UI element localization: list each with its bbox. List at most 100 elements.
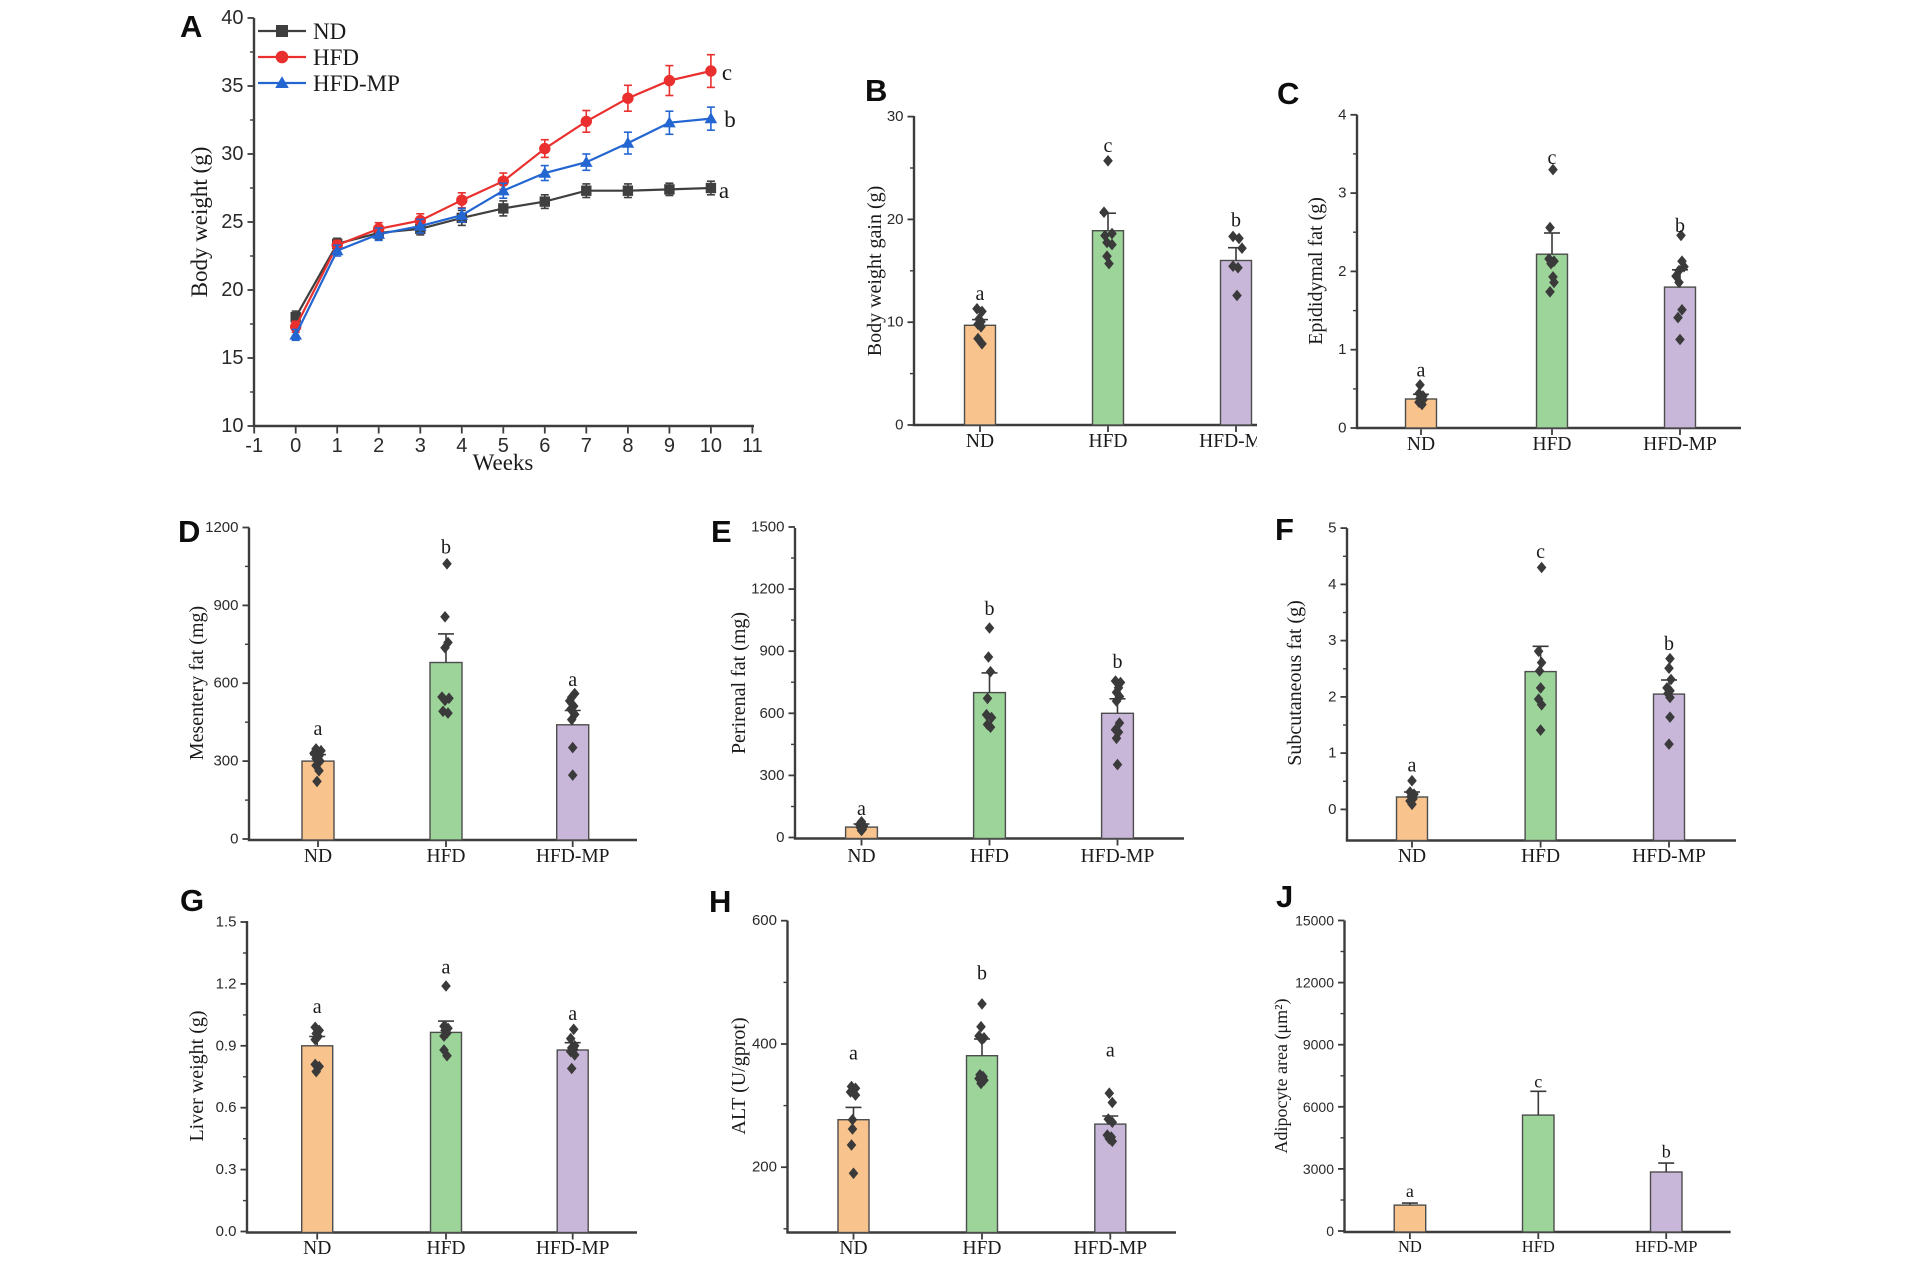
svg-text:a: a	[1106, 1039, 1115, 1061]
svg-text:a: a	[1406, 1181, 1414, 1201]
svg-text:a: a	[313, 996, 322, 1018]
svg-text:600: 600	[759, 705, 784, 722]
svg-text:b: b	[724, 107, 736, 132]
svg-text:a: a	[1408, 755, 1417, 777]
svg-text:HFD-MP: HFD-MP	[1081, 846, 1155, 867]
svg-text:ND: ND	[839, 1238, 867, 1259]
svg-text:300: 300	[759, 767, 784, 784]
svg-text:ND: ND	[1398, 846, 1426, 867]
svg-text:3000: 3000	[1303, 1161, 1334, 1177]
svg-text:40: 40	[221, 7, 243, 29]
svg-text:Body weight gain (g): Body weight gain (g)	[864, 186, 886, 357]
svg-text:0: 0	[230, 831, 238, 848]
svg-text:c: c	[722, 60, 732, 85]
svg-text:7: 7	[581, 435, 592, 457]
svg-text:E: E	[711, 514, 732, 549]
svg-text:1500: 1500	[751, 519, 784, 536]
svg-text:20: 20	[221, 279, 243, 301]
svg-text:HFD-MP: HFD-MP	[1073, 1238, 1147, 1259]
svg-text:10: 10	[221, 415, 243, 437]
svg-text:ALT (U/gprot): ALT (U/gprot)	[728, 1017, 750, 1134]
svg-text:b: b	[441, 536, 451, 558]
svg-text:HFD-MP: HFD-MP	[313, 71, 400, 96]
svg-text:0: 0	[1328, 801, 1336, 818]
svg-text:8: 8	[622, 435, 633, 457]
svg-text:Body weight (g): Body weight (g)	[187, 147, 212, 298]
svg-text:1200: 1200	[751, 581, 784, 598]
svg-text:ND: ND	[313, 19, 346, 44]
svg-text:Subcutaneous fat (g): Subcutaneous fat (g)	[1284, 600, 1306, 766]
svg-text:3: 3	[1338, 185, 1346, 202]
svg-text:0.0: 0.0	[216, 1223, 237, 1240]
svg-text:b: b	[977, 962, 987, 984]
svg-text:9: 9	[664, 435, 675, 457]
svg-text:a: a	[719, 178, 729, 203]
svg-text:a: a	[976, 283, 985, 305]
svg-text:9000: 9000	[1303, 1037, 1334, 1053]
svg-text:0: 0	[290, 435, 301, 457]
svg-text:4: 4	[1328, 576, 1336, 593]
svg-text:1: 1	[1328, 745, 1336, 762]
svg-text:Weeks: Weeks	[473, 450, 534, 475]
svg-text:35: 35	[221, 75, 243, 97]
svg-text:200: 200	[752, 1159, 777, 1176]
svg-text:D: D	[178, 514, 200, 549]
svg-text:Adipocyte area (μm²): Adipocyte area (μm²)	[1271, 999, 1292, 1154]
svg-text:1.5: 1.5	[216, 914, 237, 931]
svg-text:3: 3	[1328, 632, 1336, 649]
svg-text:a: a	[568, 669, 577, 691]
svg-text:ND: ND	[303, 1238, 331, 1259]
svg-text:15: 15	[221, 347, 243, 369]
svg-text:a: a	[442, 957, 451, 979]
svg-text:Mesentery fat (mg): Mesentery fat (mg)	[186, 606, 208, 760]
svg-text:HFD: HFD	[1088, 431, 1127, 452]
svg-text:HFD: HFD	[1521, 846, 1560, 867]
svg-text:5: 5	[498, 435, 509, 457]
svg-text:A: A	[180, 9, 202, 44]
svg-text:J: J	[1276, 879, 1293, 914]
svg-text:Perirenal fat (mg): Perirenal fat (mg)	[728, 612, 750, 754]
svg-text:B: B	[865, 73, 887, 108]
svg-text:HFD: HFD	[426, 1238, 465, 1259]
svg-text:Epididymal fat (g): Epididymal fat (g)	[1305, 197, 1327, 345]
svg-text:HFD-MP: HFD-MP	[1635, 1237, 1697, 1256]
svg-text:4: 4	[1338, 106, 1346, 123]
svg-text:F: F	[1275, 512, 1294, 547]
svg-text:a: a	[857, 798, 866, 820]
svg-text:30: 30	[887, 108, 904, 125]
svg-text:900: 900	[759, 643, 784, 660]
svg-text:HFD: HFD	[1522, 1237, 1555, 1256]
svg-text:0: 0	[895, 417, 903, 434]
svg-text:20: 20	[887, 211, 904, 228]
svg-text:15000: 15000	[1295, 913, 1334, 929]
svg-text:b: b	[1675, 215, 1685, 237]
svg-text:H: H	[709, 884, 731, 919]
svg-text:ND: ND	[1407, 434, 1435, 455]
svg-text:6: 6	[539, 435, 550, 457]
svg-text:1: 1	[332, 435, 343, 457]
svg-text:2: 2	[373, 435, 384, 457]
svg-text:C: C	[1277, 76, 1299, 111]
svg-text:a: a	[1417, 359, 1426, 381]
svg-text:ND: ND	[847, 846, 875, 867]
svg-text:1200: 1200	[205, 519, 238, 536]
svg-text:3: 3	[415, 435, 426, 457]
svg-text:HFD-MP: HFD-MP	[536, 846, 610, 867]
svg-text:HFD-MP: HFD-MP	[1199, 431, 1273, 452]
svg-text:0: 0	[1326, 1223, 1334, 1239]
svg-text:0.3: 0.3	[216, 1161, 237, 1178]
svg-text:b: b	[1664, 633, 1674, 655]
svg-text:ND: ND	[304, 846, 332, 867]
svg-text:ND: ND	[1398, 1237, 1422, 1256]
svg-text:HFD-MP: HFD-MP	[1632, 846, 1706, 867]
svg-text:c: c	[1548, 147, 1557, 169]
svg-text:10: 10	[887, 314, 904, 331]
svg-text:ND: ND	[966, 431, 994, 452]
svg-text:1: 1	[1338, 341, 1346, 358]
svg-text:c: c	[1536, 541, 1545, 563]
svg-text:a: a	[849, 1042, 858, 1064]
svg-text:600: 600	[213, 675, 238, 692]
svg-text:c: c	[1534, 1072, 1542, 1092]
svg-text:0: 0	[1338, 420, 1346, 437]
svg-text:-1: -1	[245, 435, 263, 457]
